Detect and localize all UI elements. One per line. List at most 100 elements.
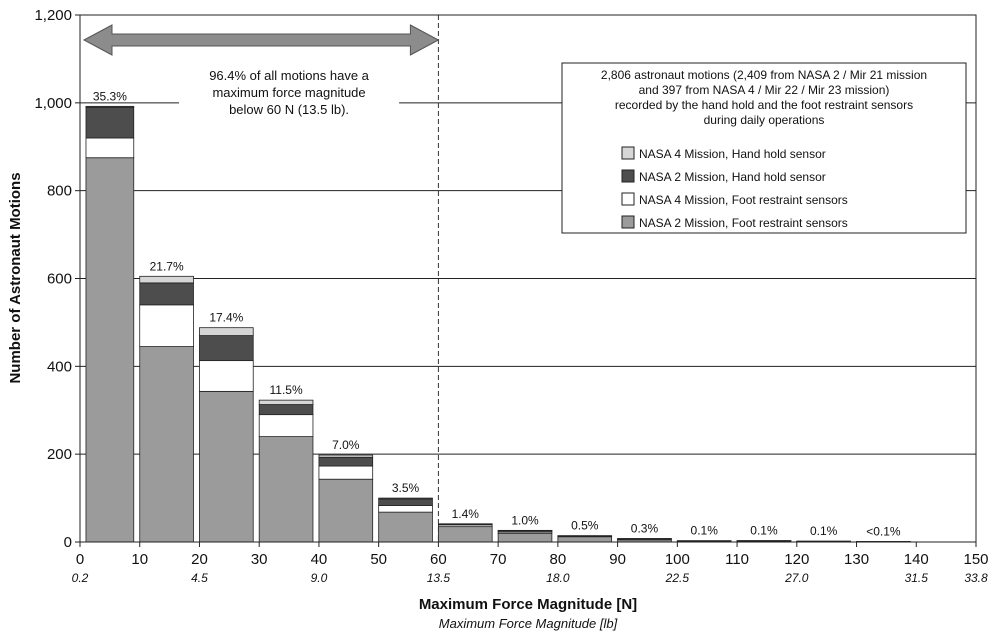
info-text-line: and 397 from NASA 4 / Mir 22 / Mir 23 mi… [639,83,890,97]
lb-tick-label: 4.5 [191,571,208,585]
x-tick-label: 30 [251,551,268,568]
bar-segment-3-3 [258,399,314,405]
y-tick-label: 600 [47,271,72,288]
percent-label: 0.5% [571,519,599,533]
lb-axis-ticks: 0.2 4.5 9.0 13.5 18.0 22.5 27.0 31.5 33.8 [72,571,988,585]
bar-segment-3-2 [258,404,314,416]
legend-swatch [621,146,635,160]
info-box: 2,806 astronaut motions (2,409 from NASA… [561,62,967,234]
y-tick-label: 200 [47,446,72,463]
percent-label: 0.3% [631,521,659,535]
x-tick-label: 150 [963,551,988,568]
lb-tick-label: 0.2 [72,571,89,585]
y-tick-label: 800 [47,183,72,200]
x-tick-label: 60 [430,551,447,568]
lb-tick-label: 9.0 [311,571,328,585]
lb-tick-label: 22.5 [665,571,690,585]
bar-segment-2-1 [199,360,254,392]
percent-label: 7.0% [332,438,360,452]
annotation-line: maximum force magnitude [212,85,365,100]
x-axis-label: Maximum Force Magnitude [N] [419,596,637,613]
bar-segment-1-1 [139,304,194,347]
y-tick-label: 400 [47,358,72,375]
bar-segment-3-1 [258,414,314,437]
bar-segment-5-3 [378,497,433,500]
bar-segment-1-2 [139,282,194,306]
bar-segment-7-0 [497,532,553,543]
bar-segment-2-0 [199,390,254,543]
bar-segment-8-0 [557,536,613,543]
bar-segment-6-0 [437,526,493,543]
x-tick-label: 20 [191,551,208,568]
x-axis-label-lb: Maximum Force Magnitude [lb] [439,616,618,631]
legend-swatch [621,215,635,229]
y-tick-label: 1,200 [34,7,72,24]
legend-swatch [621,169,635,183]
lb-tick-label: 27.0 [784,571,809,585]
percent-label: 11.5% [270,383,303,397]
percent-label: 17.4% [209,311,243,325]
annotation-bg [179,64,400,122]
percent-label: 35.3% [93,89,127,103]
y-tick-label: 0 [64,534,72,551]
bar-segment-4-1 [318,465,374,480]
percent-label: 0.1% [810,524,838,538]
annotation-line: 96.4% of all motions have a [209,68,369,83]
bar-segment-4-2 [318,456,374,467]
bars-group [85,105,911,543]
x-tick-label: 80 [550,551,567,568]
range-arrow [82,24,440,56]
info-text-line: 2,806 astronaut motions (2,409 from NASA… [601,68,927,82]
lb-tick-label: 31.5 [905,571,929,585]
x-tick-label: 100 [665,551,690,568]
bar-segment-0-0 [85,157,135,543]
bar-segment-4-0 [318,478,374,543]
bar-segment-2-3 [199,327,254,336]
y-axis-label: Number of Astronaut Motions [7,172,24,383]
x-tick-label: 140 [904,551,929,568]
x-axis-ticks: 0 10 20 30 40 50 60 70 80 90 100 110 120 130 140 150 [76,542,989,568]
percent-label: 1.4% [452,507,480,521]
lb-tick-label: 13.5 [427,571,451,585]
percent-labels: 35.3% 21.7% 17.4% 11.5% 7.0% 3.5% 1.4% 1.0% 0.5%… [93,89,901,538]
percent-label: 0.1% [750,524,778,538]
percent-label: <0.1% [866,525,901,539]
bar-segment-1-0 [139,346,194,543]
info-text-line: during daily operations [704,113,825,127]
bar-segment-1-3 [139,275,194,284]
bar-segment-5-2 [378,498,433,506]
bar-segment-5-0 [378,511,433,543]
annotation-line: below 60 N (13.5 lb). [229,102,349,117]
legend-swatch [621,192,635,206]
bar-segment-5-1 [378,505,433,513]
legend-label: NASA 2 Mission, Foot restraint sensors [639,216,848,230]
legend-label: NASA 4 Mission, Hand hold sensor [639,147,826,161]
bar-segment-2-2 [199,335,254,362]
annotation-text: 96.4% of all motions have a maximum force… [179,64,400,122]
bar-segment-3-0 [258,436,314,543]
y-tick-label: 1,000 [34,95,72,112]
arrow-shape [82,24,440,56]
legend-label: NASA 2 Mission, Hand hold sensor [639,170,826,184]
x-tick-label: 70 [490,551,507,568]
percent-label: 1.0% [511,513,539,527]
legend-label: NASA 4 Mission, Foot restraint sensors [639,193,848,207]
lb-tick-label: 18.0 [546,571,570,585]
percent-label: 0.1% [691,524,719,538]
x-tick-label: 0 [76,551,84,568]
percent-label: 21.7% [150,259,184,273]
bar-segment-0-3 [85,105,135,108]
lb-tick-label: 33.8 [964,571,988,585]
bar-segment-4-3 [318,454,374,458]
bar-segment-0-1 [85,137,135,159]
bar-segment-0-2 [85,106,135,139]
y-axis-ticks: 0 200 400 600 800 1,000 1,200 [34,7,80,551]
x-tick-label: 90 [609,551,626,568]
x-tick-label: 120 [784,551,809,568]
percent-label: 3.5% [392,481,420,495]
x-tick-label: 130 [844,551,869,568]
x-tick-label: 10 [131,551,148,568]
x-tick-label: 50 [370,551,387,568]
info-text-line: recorded by the hand hold and the foot r… [615,98,913,112]
